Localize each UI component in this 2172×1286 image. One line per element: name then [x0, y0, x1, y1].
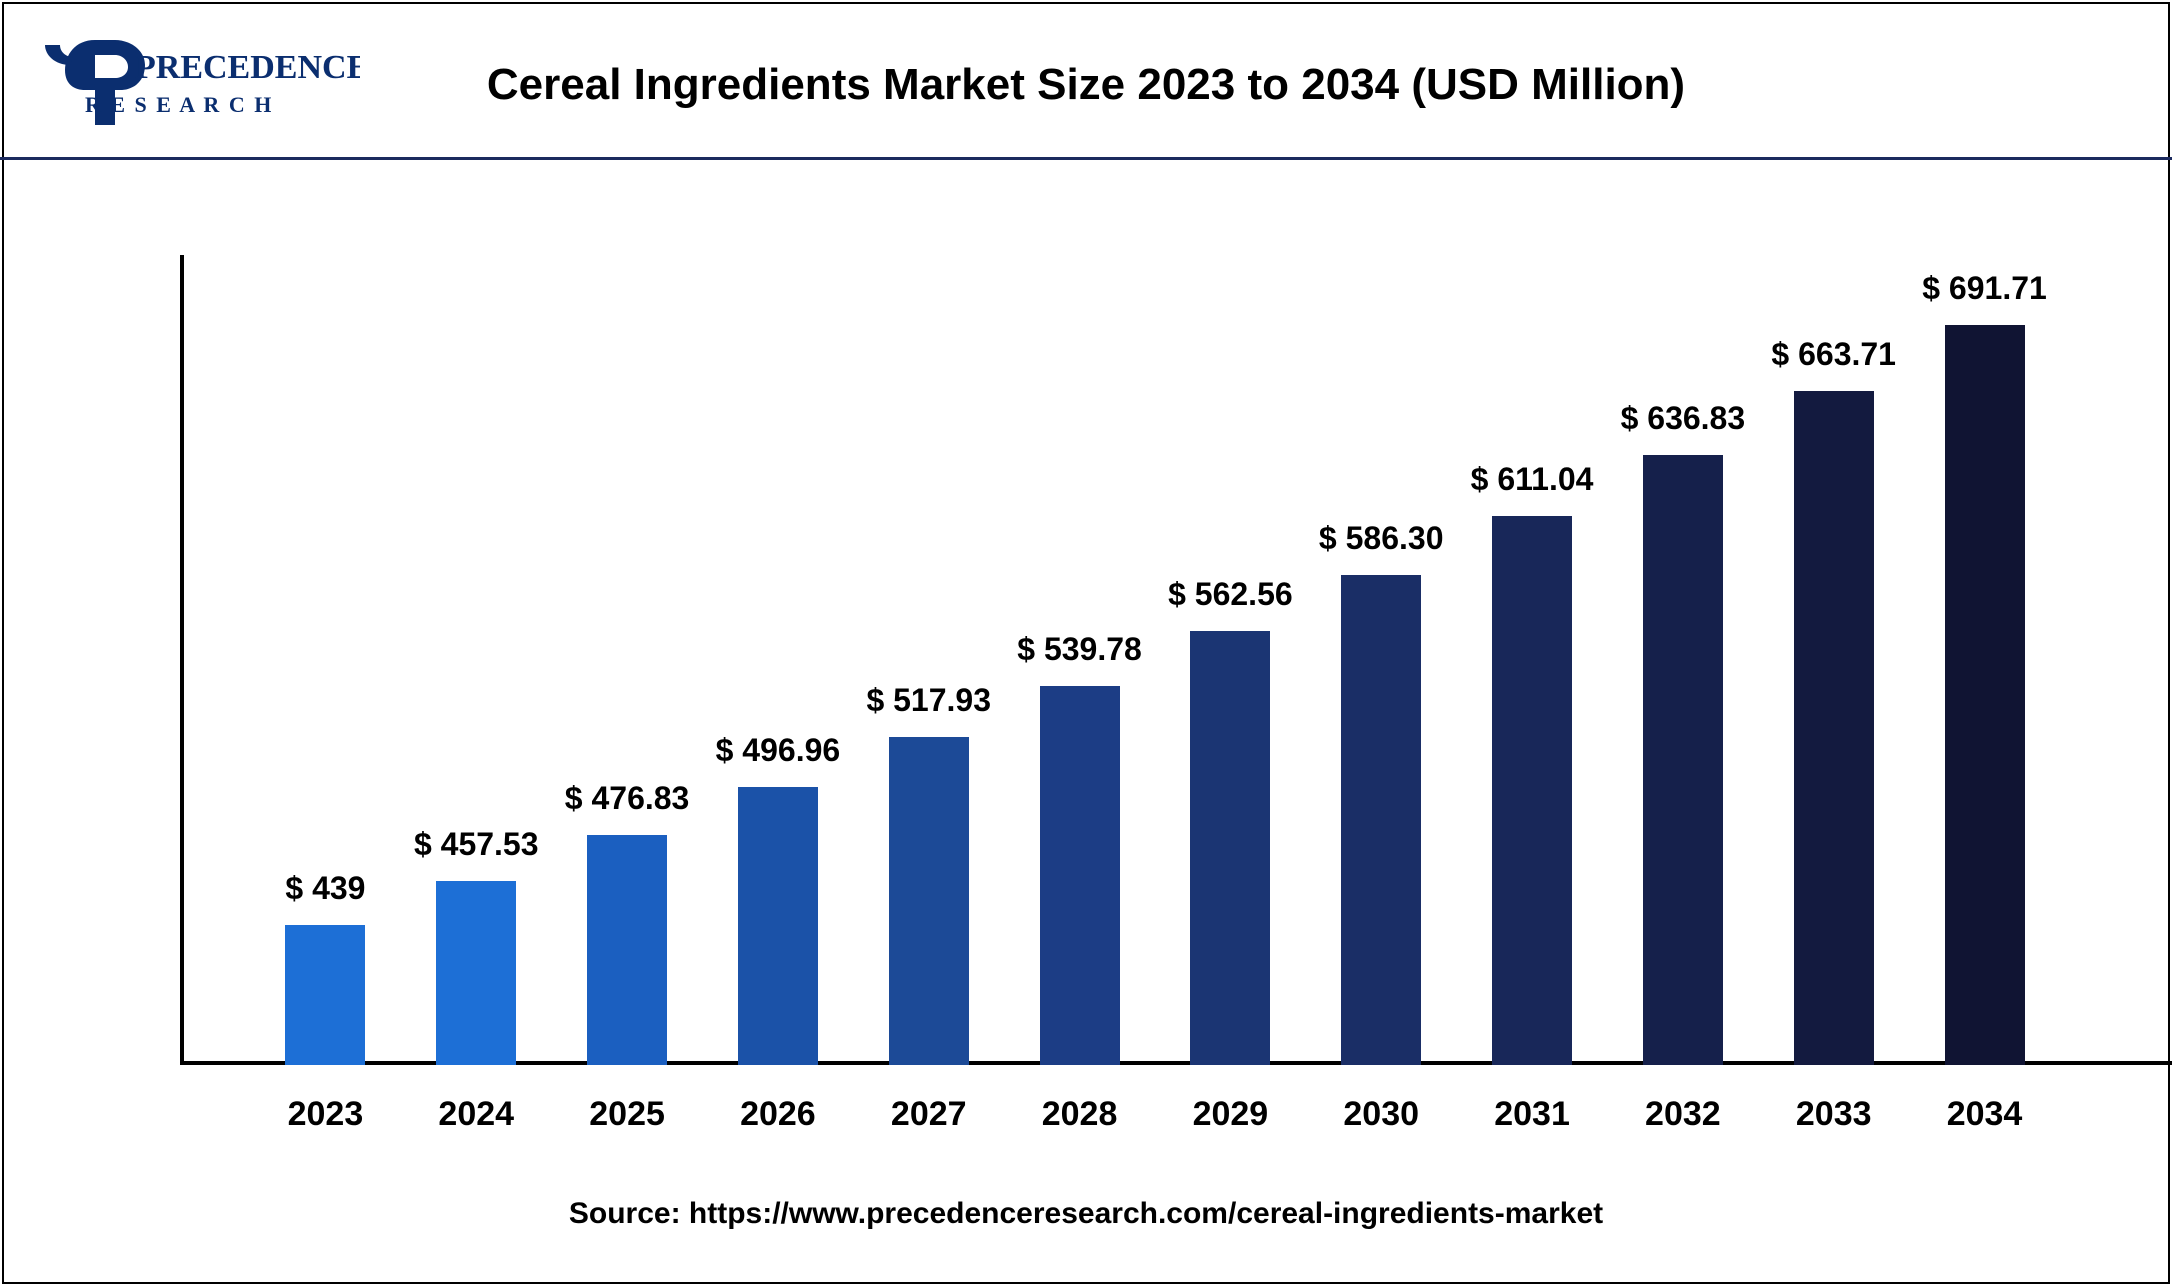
bar-rect — [1945, 325, 2025, 1065]
x-axis-label: 2031 — [1457, 1095, 1608, 1134]
bar-rect — [1040, 686, 1120, 1065]
bar-slot: $ 539.78 — [1004, 631, 1155, 1065]
bar-rect — [1643, 455, 1723, 1065]
bar-slot: $ 586.30 — [1306, 520, 1457, 1065]
bar-value-label: $ 611.04 — [1471, 461, 1594, 498]
bar-slot: $ 517.93 — [853, 682, 1004, 1065]
source-label: Source: — [569, 1197, 681, 1230]
x-axis-label: 2024 — [401, 1095, 552, 1134]
bar-value-label: $ 539.78 — [1017, 631, 1142, 668]
x-axis-label: 2026 — [702, 1095, 853, 1134]
bar-rect — [1794, 391, 1874, 1065]
bar-slot: $ 663.71 — [1758, 336, 1909, 1065]
bar-value-label: $ 562.56 — [1168, 576, 1293, 613]
bar-rect — [587, 835, 667, 1065]
chart-title: Cereal Ingredients Market Size 2023 to 2… — [0, 60, 2172, 110]
bar-slot: $ 496.96 — [702, 732, 853, 1065]
x-axis-label: 2034 — [1909, 1095, 2060, 1134]
chart-area: $ 439 $ 457.53 $ 476.83 $ 496.96 $ 517.93 $ 5… — [180, 255, 2060, 1065]
bar-value-label: $ 476.83 — [565, 780, 690, 817]
bar-slot: $ 476.83 — [552, 780, 703, 1065]
bar-slot: $ 691.71 — [1909, 270, 2060, 1065]
bar-slot: $ 562.56 — [1155, 576, 1306, 1065]
bar-rect — [889, 737, 969, 1065]
x-axis-label: 2027 — [853, 1095, 1004, 1134]
bar-rect — [285, 925, 365, 1065]
bar-value-label: $ 636.83 — [1621, 400, 1746, 437]
x-axis-label: 2029 — [1155, 1095, 1306, 1134]
source-line: Source: https://www.precedenceresearch.c… — [0, 1197, 2172, 1231]
bar-rect — [1492, 516, 1572, 1065]
bars-container: $ 439 $ 457.53 $ 476.83 $ 496.96 $ 517.93 $ 5… — [180, 255, 2060, 1065]
bar-value-label: $ 496.96 — [716, 732, 841, 769]
bar-value-label: $ 457.53 — [414, 826, 539, 863]
bar-value-label: $ 663.71 — [1771, 336, 1896, 373]
bar-rect — [738, 787, 818, 1065]
x-axis-label: 2030 — [1306, 1095, 1457, 1134]
bar-slot: $ 636.83 — [1607, 400, 1758, 1065]
x-axis-label: 2028 — [1004, 1095, 1155, 1134]
chart-frame: PRECEDENCE R E S E A R C H Cereal Ingred… — [0, 0, 2172, 1286]
bar-value-label: $ 691.71 — [1922, 270, 2047, 307]
header-row: PRECEDENCE R E S E A R C H Cereal Ingred… — [0, 0, 2172, 160]
bar-rect — [1341, 575, 1421, 1065]
bar-slot: $ 457.53 — [401, 826, 552, 1065]
x-labels: 2023202420252026202720282029203020312032… — [180, 1095, 2060, 1134]
bar-slot: $ 611.04 — [1457, 461, 1608, 1065]
bar-value-label: $ 586.30 — [1319, 520, 1444, 557]
source-url: https://www.precedenceresearch.com/cerea… — [689, 1197, 1603, 1230]
x-axis-label: 2032 — [1607, 1095, 1758, 1134]
x-axis-label: 2033 — [1758, 1095, 1909, 1134]
x-axis-label: 2025 — [552, 1095, 703, 1134]
bar-value-label: $ 439 — [285, 870, 365, 907]
bar-value-label: $ 517.93 — [866, 682, 991, 719]
x-axis-label: 2023 — [250, 1095, 401, 1134]
bar-rect — [1190, 631, 1270, 1065]
bar-rect — [436, 881, 516, 1065]
bar-slot: $ 439 — [250, 870, 401, 1065]
